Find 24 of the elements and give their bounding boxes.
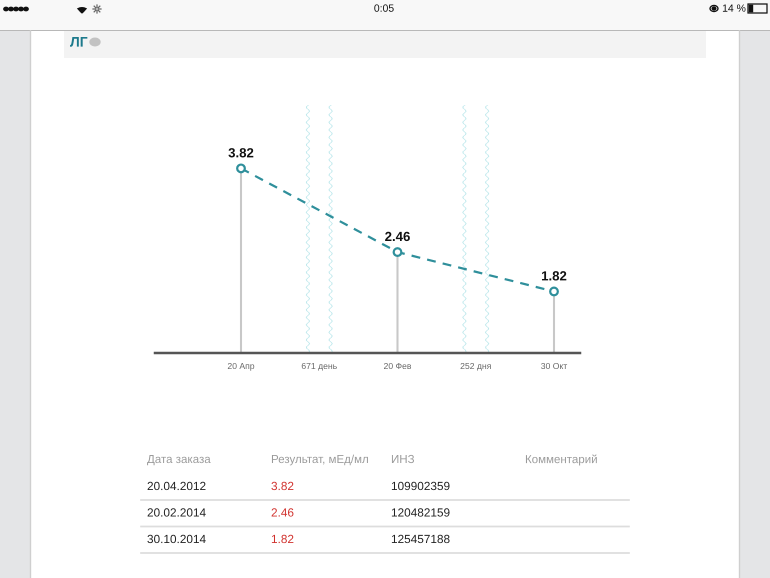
- text: 109902359: [392, 482, 450, 490]
- data-label: 3.82: [228, 148, 254, 158]
- text: 30.10.2014: [147, 534, 206, 544]
- x-tick-label: 20 Фев: [384, 362, 412, 370]
- x-tick-label: 20 Апр: [228, 362, 254, 371]
- text: Комментарий: [526, 454, 597, 466]
- x-tick-label: 252 дня: [460, 362, 491, 371]
- text: 20.02.2014: [148, 508, 206, 517]
- data-label: 1.82: [542, 271, 566, 281]
- data-label: 2.46: [385, 232, 410, 242]
- x-tick-label: 671 день: [302, 362, 337, 371]
- text: 14 %: [722, 4, 746, 12]
- text: 20.04.2012: [148, 482, 206, 490]
- text: 1.82: [272, 534, 294, 544]
- text: 125457188: [392, 534, 450, 544]
- text: 0:05: [374, 4, 394, 12]
- text: ИНЗ: [392, 454, 414, 464]
- text: 2.46: [272, 508, 294, 517]
- x-tick-label: 30 Окт: [541, 362, 568, 370]
- text: Дата заказа: [147, 455, 211, 466]
- text: ЛГ: [70, 37, 88, 47]
- text: 120482159: [392, 508, 450, 517]
- text: Результат, мЕд/мл: [272, 454, 368, 466]
- text: 3.82: [271, 482, 294, 490]
